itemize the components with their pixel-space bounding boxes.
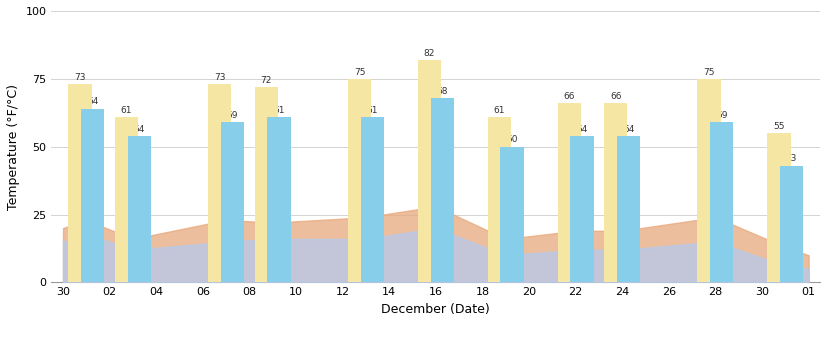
Bar (558, 103, 581, 282)
Bar (208, 84, 232, 282)
Text: 16: 16 (367, 228, 378, 237)
Text: 19: 19 (564, 220, 575, 229)
Bar (488, 117, 511, 282)
Text: 54: 54 (623, 125, 634, 134)
Text: 16: 16 (273, 228, 285, 237)
Text: 54: 54 (134, 125, 145, 134)
Bar (221, 122, 244, 282)
Text: 59: 59 (716, 111, 728, 120)
Text: 61: 61 (273, 106, 285, 115)
Bar (710, 122, 734, 282)
Y-axis label: Temperature (°F/°C): Temperature (°F/°C) (7, 84, 20, 210)
Bar (697, 79, 720, 282)
Bar (500, 147, 524, 282)
Bar (255, 87, 278, 282)
Bar (115, 117, 138, 282)
Bar (361, 117, 384, 282)
Text: 64: 64 (87, 97, 99, 106)
Text: 54: 54 (576, 125, 588, 134)
Bar (431, 98, 454, 282)
Text: 61: 61 (120, 106, 132, 115)
Legend: Average High Temp(°F), Average Low Temp(°F), Average High Temp(°C), Average Low : Average High Temp(°F), Average Low Temp(… (111, 361, 760, 362)
Text: 15: 15 (227, 231, 238, 240)
Text: 73: 73 (74, 73, 85, 82)
Text: 16: 16 (494, 228, 505, 237)
Text: 66: 66 (610, 92, 622, 101)
Text: 72: 72 (261, 76, 272, 85)
Bar (348, 79, 371, 282)
Text: 61: 61 (494, 106, 505, 115)
Text: 73: 73 (214, 73, 226, 82)
Bar (570, 136, 593, 282)
Text: 43: 43 (786, 155, 798, 164)
Text: 28: 28 (424, 195, 435, 204)
Bar (617, 136, 640, 282)
Text: 59: 59 (227, 111, 238, 120)
Bar (417, 60, 441, 282)
Text: 22: 22 (261, 211, 272, 220)
Text: 13: 13 (774, 236, 784, 245)
Text: 10: 10 (506, 244, 518, 253)
Bar (267, 117, 290, 282)
Bar (604, 103, 627, 282)
Text: 23: 23 (214, 209, 226, 218)
Text: 16: 16 (120, 228, 132, 237)
Text: 75: 75 (354, 68, 365, 77)
Text: 19: 19 (610, 220, 622, 229)
Text: 82: 82 (424, 49, 435, 58)
Text: 75: 75 (703, 68, 715, 77)
Text: 50: 50 (506, 135, 518, 144)
Bar (81, 109, 105, 282)
Bar (68, 84, 91, 282)
Text: 12: 12 (623, 239, 634, 248)
Text: 24: 24 (703, 206, 715, 215)
Bar (780, 166, 803, 282)
Bar (128, 136, 151, 282)
Text: 61: 61 (367, 106, 378, 115)
Bar (767, 133, 791, 282)
Text: 68: 68 (437, 87, 448, 96)
Text: 18: 18 (87, 222, 99, 231)
Text: 15: 15 (716, 231, 728, 240)
Text: 23: 23 (74, 209, 85, 218)
Text: 12: 12 (576, 239, 588, 248)
Text: 55: 55 (774, 122, 784, 131)
Text: 24: 24 (354, 206, 365, 215)
Text: 6: 6 (788, 255, 794, 264)
Text: 66: 66 (564, 92, 575, 101)
Text: 12: 12 (134, 239, 145, 248)
Text: 20: 20 (437, 217, 448, 226)
X-axis label: December (Date): December (Date) (382, 303, 491, 316)
